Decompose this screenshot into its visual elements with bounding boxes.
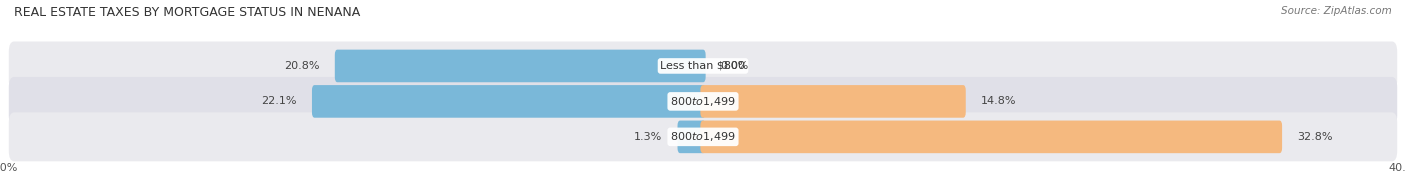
FancyBboxPatch shape <box>335 50 706 82</box>
Text: 14.8%: 14.8% <box>981 96 1017 106</box>
Text: 0.0%: 0.0% <box>721 61 749 71</box>
FancyBboxPatch shape <box>312 85 706 118</box>
Text: Less than $800: Less than $800 <box>661 61 745 71</box>
Text: $800 to $1,499: $800 to $1,499 <box>671 95 735 108</box>
FancyBboxPatch shape <box>8 42 1398 90</box>
Text: Source: ZipAtlas.com: Source: ZipAtlas.com <box>1281 6 1392 16</box>
FancyBboxPatch shape <box>8 77 1398 126</box>
FancyBboxPatch shape <box>700 121 1282 153</box>
FancyBboxPatch shape <box>8 112 1398 161</box>
Text: REAL ESTATE TAXES BY MORTGAGE STATUS IN NENANA: REAL ESTATE TAXES BY MORTGAGE STATUS IN … <box>14 6 360 19</box>
Text: 32.8%: 32.8% <box>1296 132 1333 142</box>
FancyBboxPatch shape <box>700 85 966 118</box>
Text: 1.3%: 1.3% <box>634 132 662 142</box>
FancyBboxPatch shape <box>678 121 706 153</box>
Text: 22.1%: 22.1% <box>262 96 297 106</box>
Text: 20.8%: 20.8% <box>284 61 321 71</box>
Text: $800 to $1,499: $800 to $1,499 <box>671 130 735 143</box>
